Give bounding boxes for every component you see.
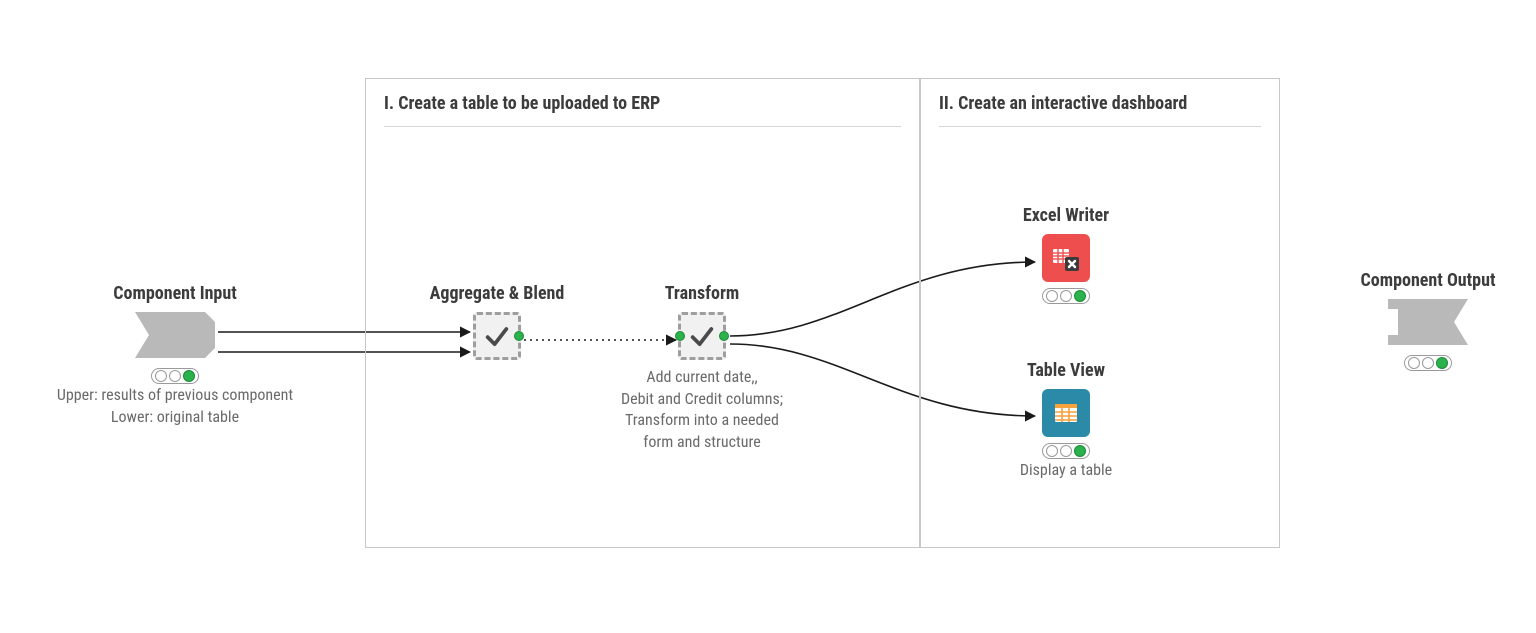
workflow-canvas: I. Create a table to be uploaded to ERP …: [0, 0, 1536, 633]
excel-writer-icon: [1042, 234, 1090, 282]
node-transform-desc: Add current date,, Debit and Credit colu…: [621, 366, 783, 452]
metanode-icon: [678, 312, 726, 360]
node-component-input-desc: Upper: results of previous component Low…: [57, 384, 293, 427]
node-table-view[interactable]: Table View Display a table: [986, 360, 1146, 481]
node-component-input[interactable]: Component Input Upper: results of previo…: [25, 283, 325, 427]
node-component-output[interactable]: Component Output: [1328, 270, 1528, 371]
node-transform-title: Transform: [665, 283, 740, 304]
node-excel-writer-title: Excel Writer: [1023, 205, 1109, 226]
component-output-icon: [1388, 299, 1468, 349]
annotation-panel-2-title: II. Create an interactive dashboard: [939, 93, 1261, 127]
table-view-icon: [1042, 389, 1090, 437]
component-input-icon: [135, 312, 215, 362]
metanode-icon: [473, 312, 521, 360]
traffic-light-icon: [1042, 288, 1090, 304]
node-table-view-desc: Display a table: [1020, 459, 1112, 481]
annotation-panel-1-title: I. Create a table to be uploaded to ERP: [384, 93, 901, 127]
node-aggregate-blend-title: Aggregate & Blend: [430, 283, 565, 304]
node-transform[interactable]: Transform Add current date,, Debit and C…: [572, 283, 832, 452]
traffic-light-icon: [1404, 355, 1452, 371]
node-component-output-title: Component Output: [1361, 270, 1496, 291]
node-aggregate-blend[interactable]: Aggregate & Blend: [397, 283, 597, 360]
node-excel-writer[interactable]: Excel Writer: [986, 205, 1146, 304]
traffic-light-icon: [151, 368, 199, 384]
node-component-input-title: Component Input: [113, 283, 236, 304]
traffic-light-icon: [1042, 443, 1090, 459]
node-table-view-title: Table View: [1027, 360, 1105, 381]
